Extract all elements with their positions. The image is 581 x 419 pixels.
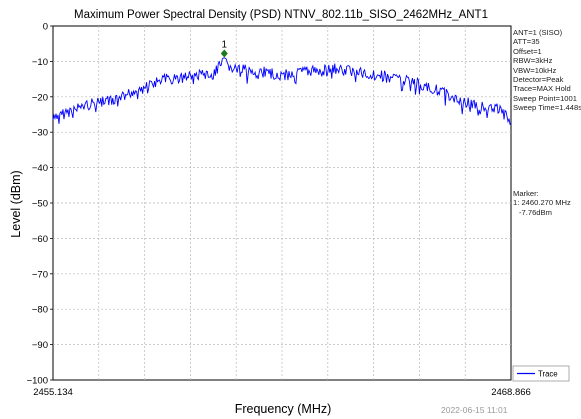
y-tick-label: −10	[32, 57, 48, 68]
settings-box: ANT=1 (SISO) ATT=35 Offset=1 RBW=3kHz VBW=10…	[513, 28, 581, 113]
settings-line: ANT=1 (SISO)	[513, 28, 563, 37]
marker-number-label: 1	[222, 39, 228, 50]
settings-line: VBW=10kHz	[513, 65, 557, 75]
y-tick-label: −80	[32, 305, 48, 316]
marker-diamond	[220, 49, 228, 58]
y-tick-label: −30	[32, 128, 48, 139]
settings-line: RBW=3kHz	[513, 56, 553, 66]
legend-label: Trace	[538, 370, 558, 379]
grid-lines	[53, 26, 511, 380]
x-axis-ticks: 2455.134 2468.866	[33, 387, 531, 398]
y-tick-label: −100	[27, 376, 48, 387]
x-tick-label: 2468.866	[491, 387, 531, 398]
y-tick-label: −60	[32, 234, 48, 245]
settings-line: Sweep Time=1.448s	[513, 103, 581, 113]
marker-heading: Marker:	[513, 189, 539, 198]
series-trace-line	[52, 57, 512, 126]
chart-title: Maximum Power Spectral Density (PSD) NTN…	[74, 9, 488, 21]
settings-line: Offset=1	[513, 46, 542, 56]
x-tick-label: 2455.134	[33, 387, 73, 398]
settings-line: Trace=MAX Hold	[513, 84, 571, 94]
y-tick-label: −90	[32, 340, 48, 351]
settings-line: Sweep Point=1001	[513, 93, 577, 103]
y-tick-label: 0	[43, 22, 48, 33]
legend-box	[512, 365, 570, 382]
settings-line: Detector=Peak	[513, 75, 564, 85]
settings-line: ATT=35	[513, 37, 540, 47]
y-axis-ticks: 0 −10 −20 −30 −40 −50 −60 −70 −80 −90 −100	[27, 22, 53, 387]
timestamp: 2022-06-15 11:01	[441, 405, 508, 415]
y-tick-label: −40	[32, 163, 48, 174]
marker-layer: 1	[220, 39, 228, 58]
marker-info-box: Marker: 1: 2460.270 MHz -7.76dBm	[513, 189, 581, 217]
y-tick-label: −70	[32, 269, 48, 280]
y-tick-label: −20	[32, 92, 48, 103]
y-tick-label: −50	[32, 199, 48, 210]
legend: Trace	[512, 365, 570, 382]
marker-freq: 1: 2460.270 MHz	[513, 198, 571, 208]
marker-level: -7.76dBm	[519, 207, 552, 217]
series-layer	[52, 57, 512, 126]
x-axis-label: Frequency (MHz)	[235, 402, 332, 416]
y-axis-label: Level (dBm)	[9, 170, 23, 237]
